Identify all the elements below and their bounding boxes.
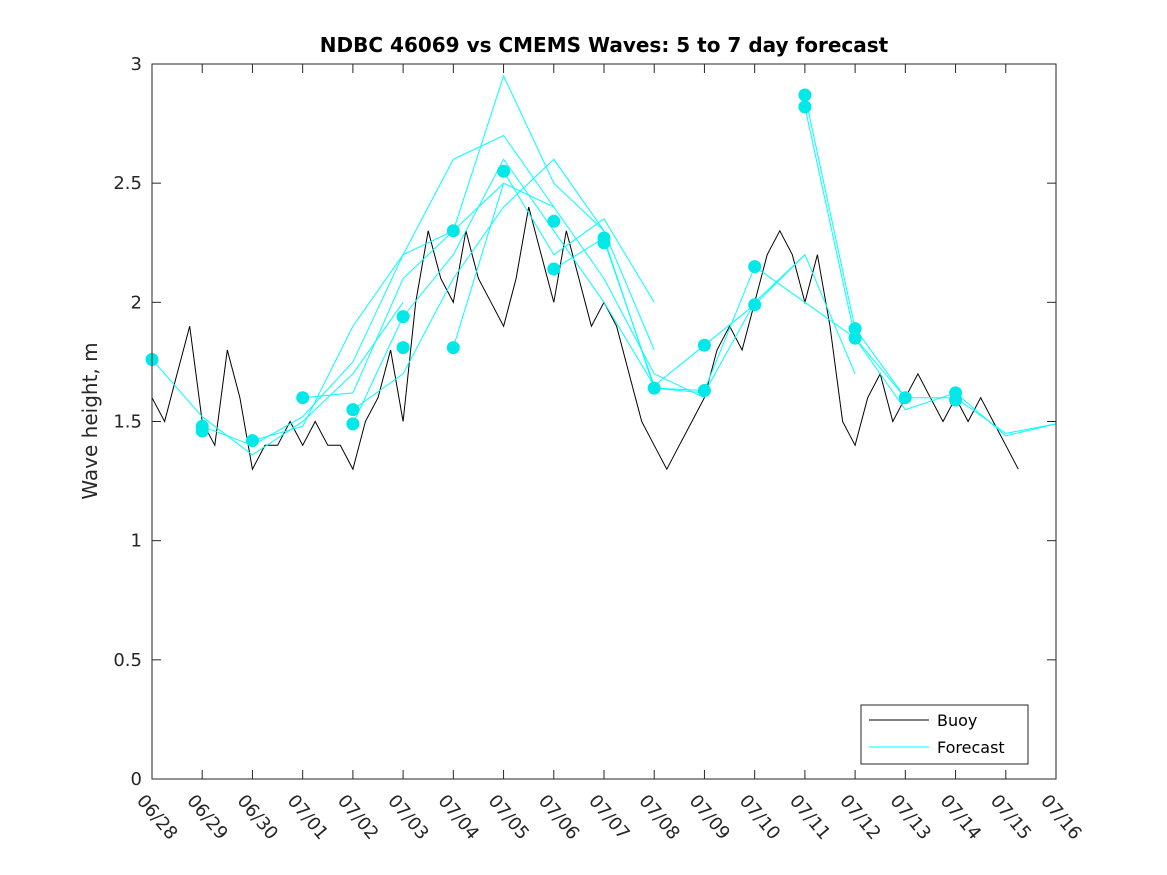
forecast-start-marker [697,338,711,352]
forecast-start-marker [647,381,661,395]
forecast-start-marker [547,214,561,228]
forecast-line [252,134,555,442]
chart-title: NDBC 46069 vs CMEMS Waves: 5 to 7 day fo… [320,33,889,57]
buoy-series [151,206,1019,471]
y-tick-label: 2.5 [113,173,142,194]
x-tick-label: 07/06 [534,791,583,844]
y-tick-label: 0.5 [113,650,142,671]
forecast-start-marker [245,434,259,448]
x-tick-label: 07/09 [685,791,734,844]
forecast-start-marker [346,417,360,431]
y-axis-ticks: 0 0.5 1 1.5 2 2.5 3 [113,54,1056,790]
forecast-line [452,182,705,399]
x-tick-label: 07/07 [584,791,633,844]
x-tick-label: 07/16 [1036,791,1085,844]
forecast-start-marker [949,393,963,407]
forecast-start-marker [346,403,360,417]
forecast-line [151,302,404,456]
y-tick-label: 1 [131,531,142,552]
forecast-line [503,171,655,303]
forecast-line [553,237,806,394]
forecast-start-marker [748,260,762,274]
forecast-start-marker [748,298,762,312]
forecast-start-marker [497,164,511,178]
forecast-start-marker [396,310,410,324]
forecast-start-marker [446,224,460,238]
forecast-line [654,265,906,399]
forecast-line [603,240,856,387]
x-tick-label: 07/04 [434,791,483,844]
forecast-start-marker [296,391,310,405]
forecast-start-marker [697,384,711,397]
forecast-line [804,106,1057,437]
y-tick-label: 2 [131,292,142,313]
x-tick-label: 06/29 [182,791,231,844]
buoy-line [151,206,1019,471]
forecast-markers [145,88,963,448]
forecast-start-marker [396,341,410,355]
legend-buoy-label: Buoy [937,711,977,730]
plot-frame [151,63,1057,780]
x-tick-label: 07/02 [333,791,382,844]
x-tick-label: 07/15 [986,791,1035,844]
x-tick-label: 07/10 [735,791,784,844]
x-tick-label: 07/01 [283,791,332,844]
x-tick-label: 06/28 [132,791,181,844]
x-tick-label: 07/05 [484,791,533,844]
forecast-start-marker [898,391,912,405]
forecast-start-marker [848,331,862,345]
forecast-start-marker [547,262,561,276]
forecast-start-marker [195,424,209,438]
forecast-series [151,74,1057,456]
legend-forecast-label: Forecast [937,738,1005,757]
plot-area [152,64,1056,779]
forecast-start-marker [597,236,611,250]
x-tick-label: 07/11 [785,791,834,844]
forecast-start-marker [798,88,812,102]
y-tick-label: 1.5 [113,412,142,433]
x-tick-label: 07/12 [835,791,884,844]
forecast-start-marker [848,322,862,336]
forecast-line [804,94,1057,434]
x-tick-label: 07/14 [936,791,985,844]
y-tick-label: 3 [131,54,142,75]
x-tick-label: 07/08 [634,791,683,844]
x-tick-label: 06/30 [233,791,282,844]
forecast-start-marker [798,100,812,114]
y-axis-label: Wave height, m [78,342,102,499]
legend-box [860,704,1029,765]
forecast-start-marker [446,341,460,355]
x-tick-label: 07/03 [383,791,432,844]
forecast-line [352,158,655,411]
x-tick-label: 07/13 [886,791,935,844]
legend: Buoy Forecast [860,704,1029,765]
y-tick-label: 0 [131,769,142,790]
